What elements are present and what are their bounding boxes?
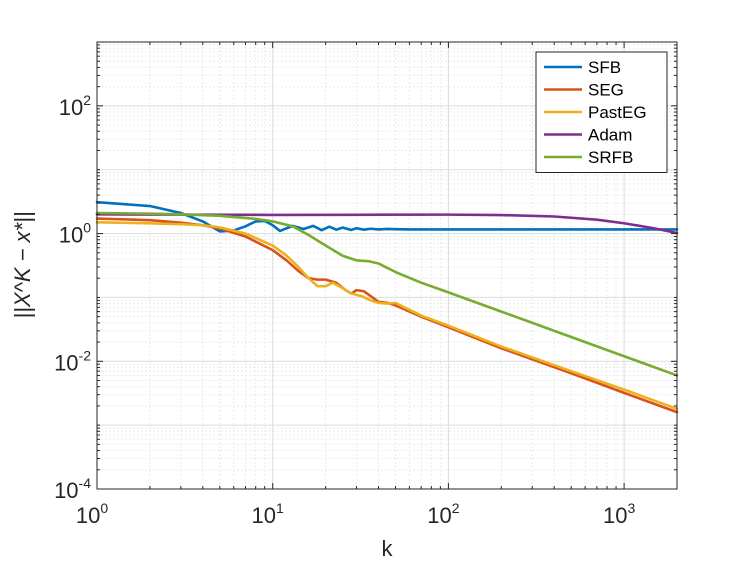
y-tick-exponent: 0 [83, 220, 91, 236]
series-line-adam [95, 213, 679, 235]
y-tick-base: 10 [59, 95, 83, 120]
axis-ticks [96, 41, 678, 490]
x-tick-label: 101 [252, 500, 284, 528]
y-tick-label: 100 [59, 220, 91, 248]
series-line-pasteg [95, 221, 679, 411]
x-tick-label: 100 [76, 500, 108, 528]
y-tick-base: 10 [59, 223, 83, 248]
legend-label-sfb: SFB [588, 58, 621, 77]
series-lines [95, 200, 679, 414]
legend: SFB SEG PastEG Adam SRFB [535, 51, 668, 173]
x-tick-label: 103 [603, 500, 635, 528]
y-tick-base: 10 [54, 478, 78, 503]
x-tick-labels: 100 101 102 103 [76, 500, 636, 528]
x-tick-exponent: 2 [452, 500, 460, 516]
x-axis-label: k [382, 536, 394, 561]
legend-label-srfb: SRFB [588, 148, 633, 167]
y-tick-exponent: -4 [79, 475, 92, 491]
x-tick-exponent: 0 [100, 500, 108, 516]
x-tick-exponent: 1 [276, 500, 284, 516]
x-tick-base: 10 [603, 503, 627, 528]
plot-frame [96, 41, 678, 490]
y-tick-base: 10 [54, 350, 78, 375]
legend-label-adam: Adam [588, 126, 632, 145]
y-axis-label: ||X^K − x*|| [10, 211, 35, 318]
x-tick-base: 10 [427, 503, 451, 528]
y-tick-label: 102 [59, 92, 91, 120]
series-line-srfb [95, 211, 679, 377]
y-tick-label: 10-2 [54, 347, 91, 375]
x-tick-base: 10 [252, 503, 276, 528]
x-tick-base: 10 [76, 503, 100, 528]
x-tick-label: 102 [427, 500, 459, 528]
legend-label-pasteg: PastEG [588, 103, 647, 122]
y-tick-exponent: -2 [79, 347, 92, 363]
x-tick-exponent: 3 [627, 500, 635, 516]
y-tick-exponent: 2 [83, 92, 91, 108]
y-tick-label: 10-4 [54, 475, 91, 503]
legend-label-seg: SEG [588, 81, 624, 100]
